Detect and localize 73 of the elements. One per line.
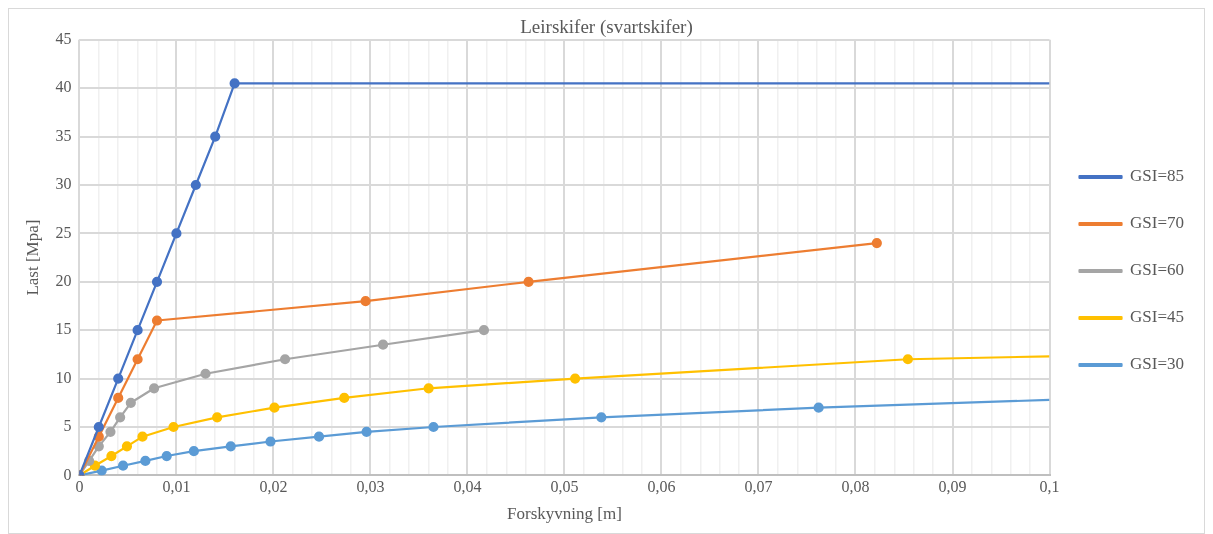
point — [171, 228, 182, 239]
point — [210, 131, 221, 142]
y-tick-label: 35 — [55, 126, 72, 144]
point — [361, 426, 372, 437]
y-tick-label: 45 — [55, 30, 72, 47]
point — [161, 450, 172, 462]
point — [596, 412, 607, 423]
point — [132, 325, 143, 336]
x-axis-title: Forskyvning [m] — [507, 504, 622, 524]
y-tick-label: 30 — [55, 175, 72, 193]
point — [137, 431, 148, 442]
x-tick-label: 0,07 — [744, 478, 773, 496]
point — [269, 402, 280, 413]
point — [125, 397, 136, 408]
point — [902, 354, 913, 365]
point — [96, 465, 107, 476]
legend-label: GSI=60 — [1130, 260, 1184, 280]
point — [117, 460, 129, 471]
point — [339, 392, 350, 404]
point — [132, 354, 143, 365]
x-tick-label: 0,06 — [647, 478, 676, 496]
point — [113, 392, 124, 404]
point — [149, 383, 160, 394]
point — [140, 455, 151, 466]
point — [523, 276, 534, 287]
y-tick-label: 5 — [63, 417, 72, 435]
y-tick-label: 0 — [63, 465, 72, 483]
x-tick-label: 0,01 — [162, 478, 191, 496]
legend-label: GSI=30 — [1130, 354, 1184, 374]
point — [188, 446, 199, 457]
point — [423, 383, 434, 394]
x-tick-label: 0,09 — [938, 478, 967, 496]
x-tick-label: 0,02 — [259, 478, 288, 496]
legend-label: GSI=70 — [1130, 213, 1184, 233]
point — [279, 354, 291, 365]
legend-label: GSI=85 — [1130, 166, 1184, 186]
x-tick-label: 0,1 — [1039, 478, 1060, 496]
point — [105, 426, 116, 437]
point — [106, 450, 117, 462]
point — [265, 436, 276, 447]
legend-label: GSI=45 — [1130, 307, 1184, 327]
point — [168, 421, 179, 433]
point — [377, 339, 389, 350]
point — [190, 179, 201, 191]
point — [428, 421, 439, 433]
point — [871, 237, 882, 249]
chart-title: Leirskifer (svartskifer) — [520, 16, 693, 39]
point — [813, 402, 824, 413]
point — [200, 368, 211, 379]
point — [229, 78, 240, 89]
x-tick-label: 0,04 — [453, 478, 482, 496]
point — [212, 412, 223, 423]
y-tick-label: 25 — [55, 223, 72, 241]
y-tick-label: 15 — [55, 320, 72, 338]
y-tick-label: 40 — [55, 78, 72, 96]
point — [93, 421, 104, 433]
point — [151, 315, 163, 326]
point — [360, 296, 371, 307]
point — [225, 441, 236, 452]
point — [478, 325, 490, 336]
x-tick-label: 0 — [75, 478, 84, 496]
point — [570, 373, 581, 384]
point — [313, 431, 325, 442]
point — [121, 441, 133, 452]
x-tick-label: 0,05 — [550, 478, 579, 496]
y-tick-label: 10 — [55, 368, 72, 386]
y-tick-label: 20 — [55, 272, 72, 289]
y-axis-title: Last [Mpa] — [22, 219, 42, 296]
x-tick-label: 0,03 — [356, 478, 385, 496]
point — [113, 373, 124, 384]
point — [115, 412, 126, 423]
point — [151, 276, 163, 287]
x-tick-label: 0,08 — [841, 478, 870, 496]
